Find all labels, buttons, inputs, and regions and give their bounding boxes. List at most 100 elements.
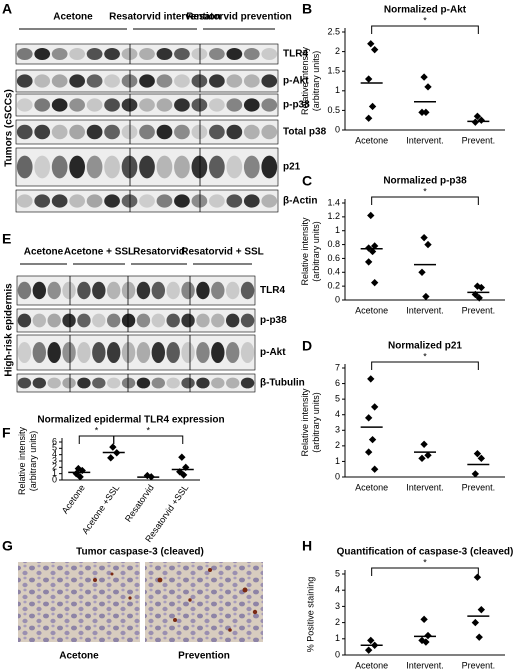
data-point <box>364 448 373 456</box>
chart-title: Normalized p21 <box>388 341 462 352</box>
data-point <box>418 454 426 462</box>
x-tick-label: Resatorvid <box>123 483 156 524</box>
band <box>226 48 243 60</box>
chart-title: Normalized p-Akt <box>384 5 467 16</box>
data-point <box>367 375 375 383</box>
panel-letter: C <box>302 173 312 189</box>
data-point <box>424 240 432 249</box>
band <box>174 98 190 112</box>
data-point <box>364 414 373 422</box>
blot-strip <box>15 189 279 213</box>
y-tick-label: 2.5 <box>327 26 340 36</box>
band <box>243 155 260 179</box>
blot-group-label: Resatorvid <box>133 247 185 258</box>
band <box>51 48 68 60</box>
y-tick-label: 1 <box>335 633 340 643</box>
band <box>240 377 255 389</box>
panel-letter: D <box>302 338 312 354</box>
panel-letter: B <box>302 1 312 17</box>
data-point <box>473 573 482 581</box>
band <box>92 342 106 363</box>
band <box>181 377 195 389</box>
band <box>121 48 138 60</box>
blot-group-label: Resatorvid intervention <box>109 12 221 23</box>
band <box>225 377 240 389</box>
band <box>243 48 260 60</box>
band <box>156 124 173 140</box>
band <box>32 281 47 300</box>
y-axis-label: Relative intensity <box>17 426 27 495</box>
blot-row-label: p-p38 <box>283 100 310 111</box>
band <box>106 281 121 300</box>
y-tick-label: 0 <box>52 474 57 484</box>
blot-row-label: β-Actin <box>283 196 317 207</box>
y-axis-label: Relative intensity <box>300 46 310 115</box>
band <box>243 98 260 112</box>
blot-row-label: TLR4 <box>283 49 308 60</box>
y-tick-label: 1.2 <box>327 211 340 221</box>
y-tick-label: 0 <box>335 294 340 304</box>
y-axis-label: (arbitrary units) <box>311 392 321 453</box>
data-point <box>370 45 379 54</box>
band <box>196 281 210 300</box>
micrograph-caption: Prevention <box>178 651 230 662</box>
micrograph <box>18 562 140 642</box>
data-point <box>370 403 379 411</box>
blot-side-label: High-risk epidermis <box>4 283 15 377</box>
x-tick-label: Intervent. <box>406 135 444 145</box>
y-tick-label: 6 <box>335 378 340 388</box>
band <box>156 98 173 112</box>
band <box>104 48 120 60</box>
band <box>106 377 121 389</box>
data-point <box>370 465 379 473</box>
blot-strip <box>16 275 256 306</box>
panel-letter: G <box>2 538 13 554</box>
significance-bracket <box>371 567 479 576</box>
data-point <box>475 633 483 641</box>
band <box>243 74 260 88</box>
blot-row-label: p-p38 <box>260 315 287 326</box>
band <box>196 313 210 328</box>
band <box>243 194 260 208</box>
band <box>62 313 76 328</box>
band <box>136 281 151 300</box>
data-point <box>424 631 432 640</box>
data-point <box>424 83 432 91</box>
micrograph <box>145 562 263 642</box>
significance-label: * <box>423 186 427 196</box>
y-tick-label: 3 <box>335 425 340 435</box>
band <box>62 377 76 389</box>
data-point <box>420 73 428 81</box>
y-tick-label: 0.4 <box>327 267 340 277</box>
data-point <box>420 615 428 624</box>
blot-strip <box>16 373 256 393</box>
band <box>106 342 121 363</box>
data-point <box>477 283 486 292</box>
band <box>16 48 33 60</box>
data-point <box>368 247 377 256</box>
band <box>174 155 190 179</box>
band <box>156 155 173 179</box>
y-tick-label: 6 <box>52 436 57 446</box>
band <box>166 377 180 389</box>
band <box>121 377 136 389</box>
data-point <box>475 294 483 302</box>
band <box>151 281 166 300</box>
data-point <box>76 473 84 481</box>
y-tick-label: 1.4 <box>327 197 340 207</box>
y-tick-label: 1.5 <box>327 66 340 76</box>
significance-bracket <box>371 361 479 370</box>
panel-letter: H <box>302 538 312 554</box>
band <box>196 342 210 363</box>
band <box>34 194 51 208</box>
y-axis-label: (arbitrary units) <box>311 221 321 282</box>
band <box>69 124 85 140</box>
band <box>17 281 32 300</box>
blot-strip <box>16 308 256 333</box>
blot-strip <box>15 43 279 65</box>
band <box>226 98 243 112</box>
band <box>191 48 208 60</box>
y-tick-label: 3 <box>52 455 57 465</box>
chart-title: Normalized p-p38 <box>383 176 467 187</box>
y-axis-label: Relative intensity <box>300 217 310 286</box>
